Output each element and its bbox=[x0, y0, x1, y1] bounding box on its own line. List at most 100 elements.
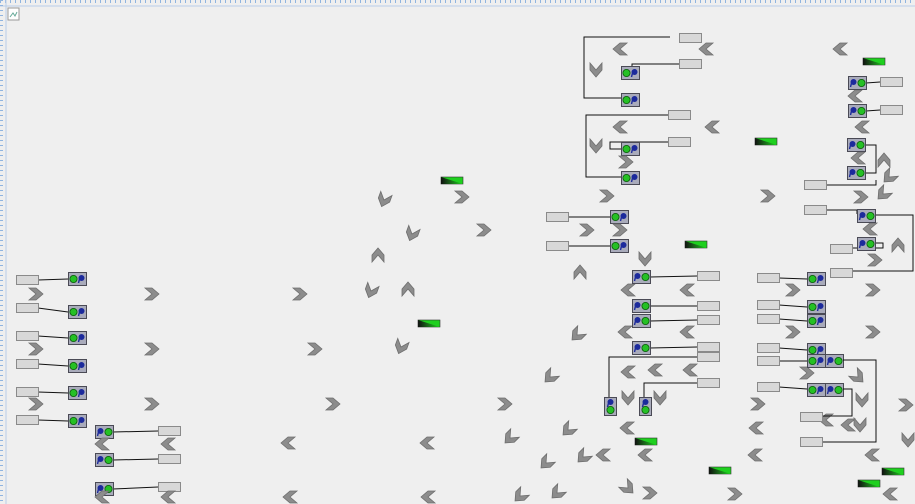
device[interactable] bbox=[847, 166, 866, 180]
device[interactable] bbox=[857, 237, 876, 251]
input-field[interactable] bbox=[16, 359, 39, 369]
device[interactable] bbox=[68, 305, 87, 319]
device[interactable] bbox=[632, 341, 651, 355]
input-field[interactable] bbox=[16, 303, 39, 313]
device[interactable] bbox=[610, 210, 629, 224]
input-field[interactable] bbox=[757, 356, 780, 366]
status-led bbox=[834, 356, 843, 365]
connector bbox=[865, 109, 881, 112]
device[interactable] bbox=[621, 66, 640, 80]
input-field[interactable] bbox=[16, 275, 39, 285]
input-field[interactable] bbox=[158, 482, 181, 492]
input-field[interactable] bbox=[697, 342, 720, 352]
device[interactable] bbox=[610, 239, 629, 253]
connector bbox=[583, 36, 670, 99]
input-field[interactable] bbox=[697, 352, 720, 362]
input-field[interactable] bbox=[16, 415, 39, 425]
status-led bbox=[808, 356, 817, 365]
status-led bbox=[69, 416, 78, 425]
flow-arrow bbox=[578, 223, 595, 237]
level-shade bbox=[441, 177, 463, 184]
device[interactable] bbox=[639, 397, 652, 416]
flow-arrow bbox=[883, 166, 900, 183]
level-shade bbox=[863, 58, 885, 65]
input-field[interactable] bbox=[158, 426, 181, 436]
input-field[interactable] bbox=[804, 180, 827, 190]
device[interactable] bbox=[632, 270, 651, 284]
status-led bbox=[622, 144, 631, 153]
device[interactable] bbox=[604, 397, 617, 416]
flow-arrow bbox=[759, 189, 776, 203]
input-field[interactable] bbox=[158, 454, 181, 464]
device[interactable] bbox=[621, 93, 640, 107]
flow-arrow bbox=[453, 190, 470, 204]
device[interactable] bbox=[847, 138, 866, 152]
input-field[interactable] bbox=[757, 382, 780, 392]
flow-arrow bbox=[143, 397, 160, 411]
flow-arrow bbox=[882, 487, 899, 501]
device[interactable] bbox=[825, 354, 844, 368]
device[interactable] bbox=[68, 359, 87, 373]
input-field[interactable] bbox=[668, 110, 691, 120]
input-field[interactable] bbox=[697, 315, 720, 325]
device[interactable] bbox=[95, 453, 114, 467]
level-shade bbox=[709, 467, 731, 474]
device[interactable] bbox=[848, 76, 867, 90]
device[interactable] bbox=[807, 354, 826, 368]
flow-arrow bbox=[847, 366, 864, 383]
flow-arrow bbox=[282, 490, 299, 504]
input-field[interactable] bbox=[880, 105, 903, 115]
device[interactable] bbox=[621, 171, 640, 185]
valve-icon bbox=[77, 311, 81, 317]
valve-icon bbox=[848, 144, 852, 150]
input-field[interactable] bbox=[830, 268, 853, 278]
input-field[interactable] bbox=[679, 59, 702, 69]
input-field[interactable] bbox=[546, 212, 569, 222]
flow-arrow bbox=[514, 485, 531, 502]
device[interactable] bbox=[632, 314, 651, 328]
flow-arrow bbox=[475, 223, 492, 237]
input-field[interactable] bbox=[697, 378, 720, 388]
device[interactable] bbox=[848, 104, 867, 118]
device[interactable] bbox=[807, 272, 826, 286]
device[interactable] bbox=[68, 331, 87, 345]
input-field[interactable] bbox=[800, 412, 823, 422]
valve-icon bbox=[848, 172, 852, 178]
input-field[interactable] bbox=[757, 273, 780, 283]
input-field[interactable] bbox=[697, 271, 720, 281]
device[interactable] bbox=[68, 272, 87, 286]
input-field[interactable] bbox=[757, 300, 780, 310]
device[interactable] bbox=[68, 414, 87, 428]
flow-arrow bbox=[864, 448, 881, 462]
status-led bbox=[856, 140, 865, 149]
device[interactable] bbox=[95, 425, 114, 439]
input-field[interactable] bbox=[757, 314, 780, 324]
input-field[interactable] bbox=[800, 437, 823, 447]
device[interactable] bbox=[857, 209, 876, 223]
flow-arrow bbox=[291, 287, 308, 301]
device[interactable] bbox=[807, 300, 826, 314]
input-field[interactable] bbox=[16, 387, 39, 397]
device[interactable] bbox=[807, 383, 826, 397]
device[interactable] bbox=[621, 142, 640, 156]
flow-arrow bbox=[611, 223, 628, 237]
input-field[interactable] bbox=[668, 137, 691, 147]
input-field[interactable] bbox=[697, 301, 720, 311]
connector bbox=[822, 388, 853, 417]
input-field[interactable] bbox=[830, 244, 853, 254]
device[interactable] bbox=[68, 386, 87, 400]
flow-arrow bbox=[571, 324, 588, 341]
input-field[interactable] bbox=[804, 205, 827, 215]
status-led bbox=[641, 301, 650, 310]
status-led bbox=[808, 274, 817, 283]
device[interactable] bbox=[632, 299, 651, 313]
input-field[interactable] bbox=[880, 77, 903, 87]
flow-arrow bbox=[679, 325, 696, 339]
input-field[interactable] bbox=[546, 241, 569, 251]
device[interactable] bbox=[807, 314, 826, 328]
input-field[interactable] bbox=[16, 331, 39, 341]
input-field[interactable] bbox=[679, 33, 702, 43]
device[interactable] bbox=[825, 383, 844, 397]
input-field[interactable] bbox=[757, 343, 780, 353]
